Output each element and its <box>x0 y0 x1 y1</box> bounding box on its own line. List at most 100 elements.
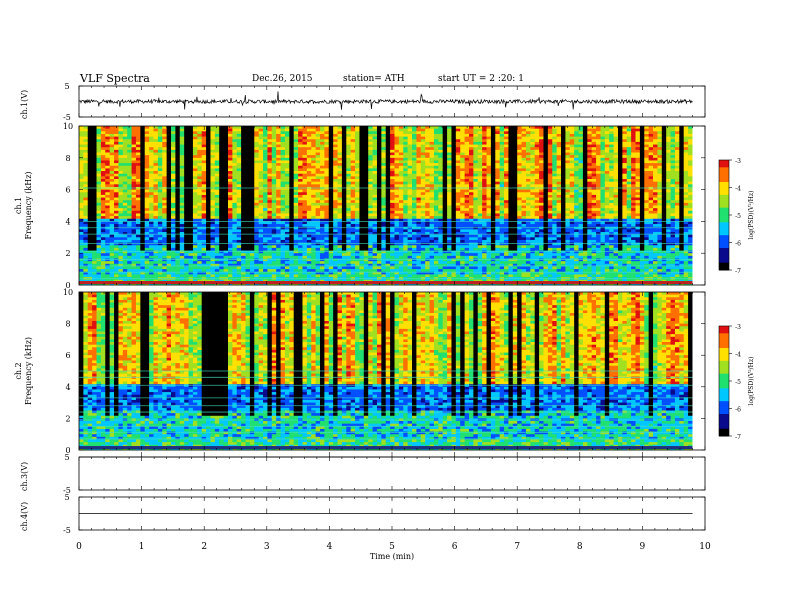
spectrogram-cell <box>232 221 238 225</box>
spectrogram-cell <box>219 136 224 140</box>
spectrogram-cell <box>263 157 268 161</box>
spectrogram-cell <box>96 147 102 151</box>
spectrogram-cell <box>420 210 426 214</box>
spectrogram-cell <box>166 152 172 156</box>
spectrogram-cell <box>328 197 334 201</box>
spectrogram-cell <box>363 165 369 169</box>
spectrogram-cell <box>245 216 251 220</box>
spectrogram-cell <box>280 210 286 214</box>
spectrogram-cell <box>302 139 308 143</box>
spectrogram-cell <box>223 186 229 190</box>
spectrogram-cell <box>416 192 422 196</box>
spectrogram-cell <box>184 176 189 180</box>
spectrogram-cell <box>87 186 93 190</box>
spectrogram-cell <box>328 253 334 257</box>
spectrogram-cell <box>127 171 132 175</box>
spectrogram-cell <box>315 218 321 222</box>
spectrogram-cell <box>289 152 295 156</box>
spectrogram-cell <box>350 242 356 246</box>
spectrogram-cell <box>245 133 251 137</box>
spectrogram-cell <box>271 171 277 175</box>
spectrogram-cell <box>127 253 132 257</box>
spectrogram-cell <box>210 263 216 267</box>
spectrogram-cell <box>425 261 430 265</box>
spectrogram-cell <box>355 186 360 190</box>
spectrogram-cell <box>359 242 365 246</box>
spectrogram-cell <box>83 149 89 153</box>
spectrogram-cell <box>127 266 132 270</box>
spectrogram-cell <box>311 184 317 188</box>
spectrogram-cell <box>372 144 378 148</box>
spectrogram-cell <box>425 253 430 257</box>
spectrogram-cell <box>232 208 238 212</box>
spectrogram-cell <box>171 179 176 183</box>
spectrogram-cell <box>263 139 268 143</box>
spectrogram-cell <box>79 271 84 275</box>
spectrogram-cell <box>337 239 343 243</box>
spectrogram-cell <box>284 258 290 262</box>
spectrogram-cell <box>289 274 295 278</box>
spectrogram-cell <box>289 247 295 251</box>
spectrogram-cell <box>206 232 211 236</box>
spectrogram-cell <box>214 226 220 230</box>
spectrogram-cell <box>227 274 233 278</box>
spectrogram-cell <box>245 136 251 140</box>
spectrogram-cell <box>157 179 163 183</box>
spectrogram-cell <box>153 202 159 206</box>
spectrogram-cell <box>171 141 176 145</box>
spectrogram-cell <box>140 226 146 230</box>
spectrogram-cell <box>315 266 321 270</box>
spectrogram-cell <box>197 152 203 156</box>
spectrogram-cell <box>372 165 378 169</box>
spectrogram-cell <box>87 133 93 137</box>
spectrogram-cell <box>429 152 435 156</box>
spectrogram-cell <box>219 165 224 169</box>
spectrogram-cell <box>223 126 229 130</box>
spectrogram-cell <box>359 232 365 236</box>
spectrogram-cell <box>192 255 198 259</box>
spectrogram-cell <box>109 184 115 188</box>
spectrogram-cell <box>131 266 137 270</box>
spectrogram-cell <box>144 213 150 217</box>
spectrogram-cell <box>407 165 413 169</box>
spectrogram-cell <box>284 197 290 201</box>
spectrogram-cell <box>350 171 356 175</box>
spectrogram-cell <box>324 210 330 214</box>
spectrogram-cell <box>92 163 97 167</box>
spectrogram-cell <box>328 136 334 140</box>
spectrogram-cell <box>166 144 172 148</box>
spectrogram-cell <box>298 136 303 140</box>
spectrogram-cell <box>337 258 343 262</box>
spectrogram-cell <box>407 126 413 130</box>
spectrogram-cell <box>350 149 356 153</box>
spectrogram-cell <box>363 234 369 238</box>
spectrogram-cell <box>245 179 251 183</box>
spectrogram-cell <box>184 269 189 273</box>
spectrogram-cell <box>324 271 330 275</box>
spectrogram-cell <box>197 194 203 198</box>
spectrogram-cell <box>263 229 268 233</box>
spectrogram-cell <box>385 173 391 177</box>
spectrogram-cell <box>118 218 124 222</box>
spectrogram-cell <box>144 133 150 137</box>
spectrogram-cell <box>276 181 281 185</box>
spectrogram-cell <box>333 186 338 190</box>
spectrogram-cell <box>201 192 207 196</box>
spectrogram-cell <box>284 200 290 204</box>
spectrogram-cell <box>210 261 216 265</box>
spectrogram-cell <box>429 250 435 254</box>
spectrogram-cell <box>79 210 84 214</box>
spectrogram-cell <box>114 152 119 156</box>
spectrogram-cell <box>131 147 137 151</box>
spectrogram-cell <box>135 184 141 188</box>
spectrogram-cell <box>149 245 154 249</box>
spectrogram-cell <box>293 139 299 143</box>
spectrogram-cell <box>96 208 102 212</box>
spectrogram-cell <box>135 242 141 246</box>
spectrogram-cell <box>267 226 273 230</box>
spectrogram-cell <box>381 242 387 246</box>
spectrogram-cell <box>289 269 295 273</box>
spectrogram-cell <box>249 224 255 228</box>
spectrogram-cell <box>420 245 426 249</box>
spectrogram-cell <box>293 234 299 238</box>
